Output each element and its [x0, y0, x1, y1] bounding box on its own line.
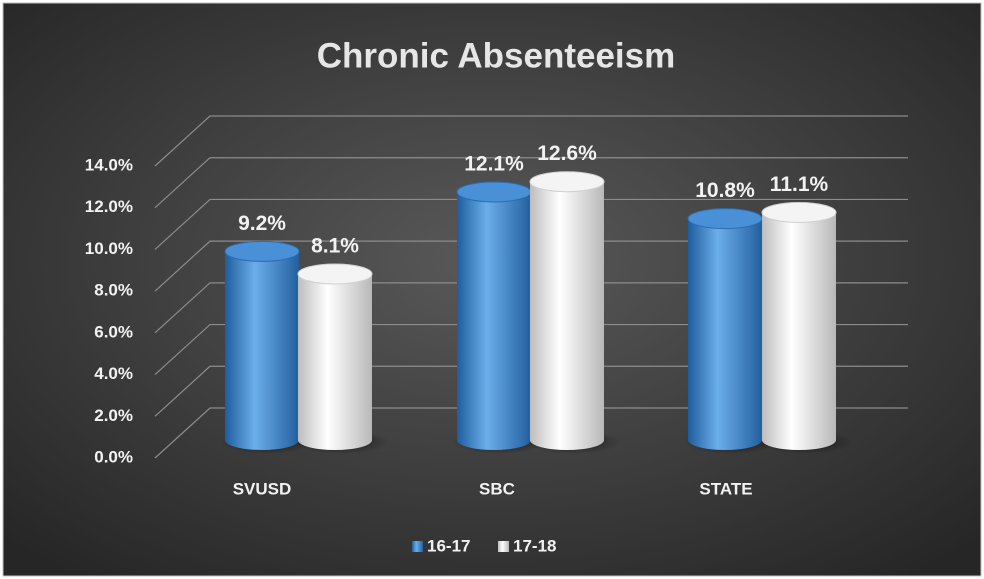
y-tick-label: 6.0% [94, 322, 133, 341]
grid-line [154, 407, 908, 459]
data-label: 12.6% [537, 142, 597, 165]
x-tick-label: STATE [699, 479, 752, 498]
grid-line [154, 282, 908, 334]
grid-line [154, 157, 908, 209]
y-tick-label: 14.0% [85, 155, 133, 174]
bar-top [297, 263, 373, 285]
bar-top [687, 208, 763, 230]
bar-top [761, 201, 837, 223]
y-tick-label: 12.0% [85, 197, 133, 216]
data-label: 8.1% [311, 234, 359, 257]
y-tick-label: 4.0% [94, 364, 133, 383]
legend-swatch [498, 541, 509, 552]
y-tick-label: 2.0% [94, 406, 133, 425]
y-tick-label: 8.0% [94, 281, 133, 300]
bar [225, 251, 299, 450]
grid-line [154, 323, 908, 376]
y-tick-label: 10.0% [85, 239, 133, 258]
bar [457, 191, 531, 450]
chart-title: Chronic Absenteeism [317, 36, 676, 75]
bar-top [456, 181, 532, 203]
bar [762, 212, 836, 450]
bar-top [224, 240, 300, 262]
data-label: 11.1% [770, 173, 829, 196]
data-label: 12.1% [464, 152, 524, 175]
bar [298, 273, 372, 450]
x-tick-label: SBC [479, 479, 515, 498]
bar-top [529, 171, 605, 193]
x-tick-label: SVUSD [233, 479, 292, 498]
bar [688, 218, 762, 450]
bar [530, 181, 604, 450]
grid-line [154, 365, 908, 417]
legend-label: 16-17 [427, 536, 470, 555]
data-label: 9.2% [238, 212, 286, 235]
legend-label: 17-18 [513, 536, 556, 555]
legend-swatch [412, 541, 423, 552]
grid-line [154, 115, 908, 167]
grid-line [154, 198, 908, 250]
grid-line [154, 240, 908, 292]
y-tick-label: 0.0% [94, 447, 133, 466]
data-label: 10.8% [695, 179, 755, 202]
